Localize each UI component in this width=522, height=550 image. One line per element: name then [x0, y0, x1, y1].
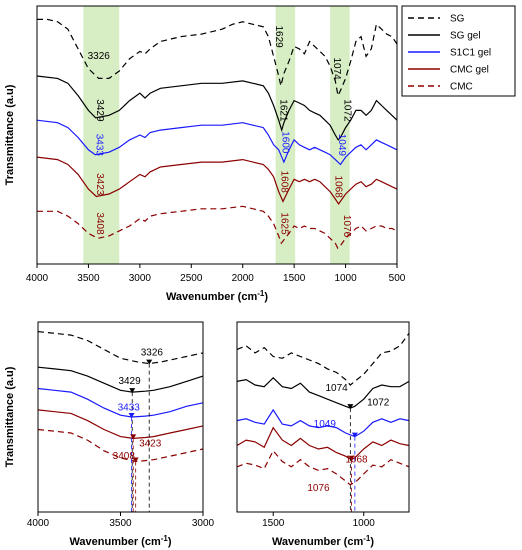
legend-box	[401, 5, 516, 97]
plot-frame	[37, 321, 204, 513]
series-line-sg	[236, 332, 410, 386]
peak-label: 3408	[94, 212, 105, 235]
series-line-cmc-gel	[37, 409, 204, 440]
x-tick-label: 2000	[232, 273, 255, 284]
series-line-cmc	[236, 449, 410, 486]
legend: SG SG gel S1C1 gel CMC gel CMC	[401, 5, 516, 97]
peak-label: 1076	[341, 215, 352, 238]
peak-label: 1076	[307, 483, 330, 494]
series-line-s1c1-gel	[36, 119, 398, 166]
x-tick-label: 4000	[27, 518, 50, 529]
peak-label: 1600	[279, 131, 290, 154]
series-line-sg-gel	[236, 376, 410, 409]
x-tick-label: 1500	[283, 273, 306, 284]
x-tick-label: 3000	[192, 518, 215, 529]
peak-marker	[347, 404, 354, 410]
plot-frame	[236, 321, 410, 513]
peak-label: 1049	[314, 419, 337, 430]
peak-marker	[129, 388, 136, 394]
peak-label: 1072	[341, 99, 352, 122]
peak-marker	[348, 455, 355, 461]
x-tick-label: 1000	[353, 518, 376, 529]
peak-label: 1074	[331, 57, 342, 80]
plot-frame	[36, 5, 398, 265]
y-axis-label: Transmittance (a.u)	[4, 84, 16, 185]
peak-label: 3408	[113, 451, 136, 462]
series-line-cmc	[37, 428, 204, 463]
y-axis-label: Transmittance (a.u)	[4, 366, 16, 467]
series-line-sg-gel	[36, 75, 398, 141]
series-line-cmc	[37, 205, 398, 250]
series-line-s1c1-gel	[37, 387, 204, 418]
peak-label: 1049	[336, 134, 347, 157]
series-line-sg-gel	[37, 366, 204, 393]
panel-1: 3326 1629 1074 3429 1621 1072 3433 1600 1049 3423…	[4, 5, 516, 303]
x-axis-label: Wavenumber (cm-1)	[272, 534, 374, 548]
x-tick-label: 3500	[77, 273, 100, 284]
peak-label: 3326	[88, 51, 111, 62]
peak-label: 3429	[94, 99, 105, 122]
peak-label: 1621	[278, 99, 289, 122]
peak-label: 1625	[279, 212, 290, 235]
legend-label: CMC	[450, 82, 473, 93]
legend-label: CMC gel	[450, 65, 489, 76]
x-tick-label: 4000	[26, 273, 49, 284]
x-tick-label: 1500	[262, 518, 285, 529]
panel-3: 1074 1072 1049 1068 1076 1500 1000 Wavenumber (…	[236, 321, 410, 548]
peak-label: 1074	[325, 383, 348, 394]
peak-label: 1072	[367, 397, 390, 408]
series-line-sg	[37, 331, 204, 365]
series-line-s1c1-gel	[236, 408, 410, 438]
peak-label: 1608	[278, 171, 289, 194]
peak-label: 3429	[118, 376, 141, 387]
peak-label: 3423	[94, 173, 105, 196]
series-line-cmc-gel	[236, 426, 410, 461]
peak-label: 1068	[345, 454, 368, 465]
peak-marker	[130, 434, 137, 440]
peak-label: 1068	[333, 176, 344, 199]
highlight-band	[83, 6, 120, 264]
legend-label: S1C1 gel	[450, 48, 491, 59]
series-line-sg	[37, 18, 398, 98]
x-axis-label: Wavenumber (cm-1)	[166, 289, 268, 303]
x-tick-label: 3500	[109, 518, 132, 529]
x-axis-label: Wavenumber (cm-1)	[69, 534, 171, 548]
peak-marker	[128, 413, 135, 418]
highlight-band	[275, 6, 296, 264]
peak-label: 3423	[139, 438, 162, 449]
legend-label: SG	[450, 14, 465, 25]
x-tick-label: 3000	[129, 273, 152, 284]
peak-label: 3433	[118, 403, 141, 414]
x-tick-label: 2500	[180, 273, 203, 284]
legend-label: SG gel	[450, 31, 481, 42]
peak-label: 3326	[141, 348, 164, 359]
x-tick-label: 500	[389, 273, 406, 284]
x-tick-label: 1000	[334, 273, 357, 284]
peak-marker	[132, 457, 139, 463]
peak-marker	[146, 359, 153, 365]
series-line-cmc-gel	[36, 156, 398, 205]
peak-label: 1629	[273, 25, 284, 48]
peak-marker	[351, 432, 358, 438]
peak-label: 3433	[94, 134, 105, 157]
